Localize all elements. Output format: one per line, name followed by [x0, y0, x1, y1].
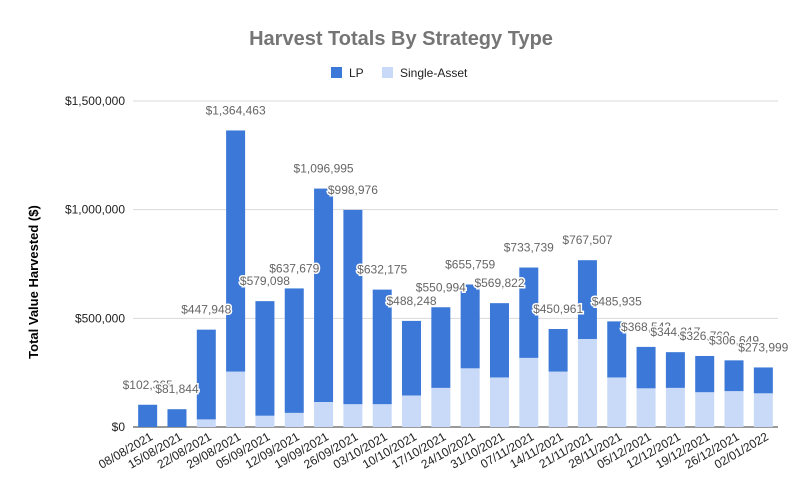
- bar-segment-single-asset: [548, 371, 568, 427]
- bar-segment-lp: [402, 320, 422, 396]
- data-label: $569,822: [474, 276, 524, 290]
- data-label: $998,976: [328, 183, 378, 197]
- y-axis-label: Total Value Harvested ($): [26, 205, 41, 359]
- bar-segment-lp: [138, 404, 158, 427]
- bar-segment-lp: [724, 360, 744, 392]
- data-label: $306,649: [709, 333, 759, 347]
- data-label: $273,999: [738, 340, 788, 354]
- bar-segment-single-asset: [489, 377, 509, 427]
- y-tick-label: $500,000: [75, 311, 125, 325]
- bar-segment-single-asset: [460, 368, 480, 427]
- bar-segment-single-asset: [577, 338, 597, 427]
- bar-segment-lp: [255, 301, 275, 416]
- y-tick-label: $1,000,000: [65, 203, 125, 217]
- bar-segment-lp: [226, 130, 246, 372]
- bar-segment-lp: [577, 260, 597, 339]
- bar-segment-lp: [431, 307, 451, 388]
- bar-segment-lp: [548, 328, 568, 372]
- bar-segment-lp: [284, 288, 304, 413]
- data-labels: $102,365$81,844 $447,948 $1,364,463 $579,09…: [121, 102, 790, 398]
- bar-segment-single-asset: [607, 377, 627, 427]
- data-label: $550,994: [416, 280, 466, 294]
- data-label: $632,175: [357, 263, 407, 277]
- bar-segment-single-asset: [314, 402, 334, 427]
- bar-segment-single-asset: [284, 412, 304, 427]
- bar-segment-lp: [607, 321, 627, 378]
- data-label: $368,543: [621, 320, 671, 334]
- data-label: $450,961: [533, 302, 583, 316]
- legend-swatch-lp: [331, 67, 342, 78]
- bar-segment-single-asset: [196, 419, 216, 427]
- legend-label-single-asset: Single-Asset: [400, 66, 468, 80]
- bar-segment-single-asset: [255, 415, 275, 427]
- chart-title: Harvest Totals By Strategy Type: [249, 28, 553, 50]
- legend-swatch-single-asset: [382, 67, 393, 78]
- y-tick-label: $0: [112, 420, 126, 434]
- bar-segment-single-asset: [695, 392, 715, 427]
- bar-segment-lp: [196, 329, 216, 420]
- legend: LP Single-Asset: [331, 66, 468, 80]
- data-label: $485,935: [592, 294, 642, 308]
- data-label: $102,365: [123, 378, 173, 392]
- y-tick-label: $1,500,000: [65, 94, 125, 108]
- bar-segment-lp: [314, 188, 334, 403]
- data-label: $733,739: [504, 241, 554, 255]
- bars: [138, 130, 773, 427]
- data-label: $579,098: [240, 274, 290, 288]
- bar-segment-lp: [665, 352, 685, 388]
- bar-segment-single-asset: [724, 391, 744, 427]
- data-label: $81,844: [155, 382, 199, 396]
- x-axis-ticks: 08/08/202115/08/202122/08/202129/08/2021…: [96, 429, 771, 471]
- data-label: $447,948: [181, 303, 231, 317]
- bar-segment-lp: [636, 346, 656, 389]
- bar-segment-lp: [372, 289, 392, 405]
- data-label: $488,248: [386, 294, 436, 308]
- bar-segment-lp: [489, 303, 509, 378]
- bar-segment-lp: [460, 284, 480, 369]
- data-label: $1,096,995: [294, 162, 354, 176]
- data-label: $326,769: [680, 329, 730, 343]
- bar-segment-single-asset: [753, 393, 773, 427]
- bar-segment-single-asset: [226, 371, 246, 427]
- bar-segment-lp: [519, 267, 539, 358]
- bar-segment-lp: [695, 355, 715, 393]
- data-label: $767,507: [562, 233, 612, 247]
- bar-segment-single-asset: [402, 395, 422, 427]
- bar-segment-single-asset: [431, 387, 451, 427]
- data-label: $1,364,463: [206, 103, 266, 117]
- bar-segment-single-asset: [665, 387, 685, 427]
- legend-label-lp: LP: [349, 66, 364, 80]
- bar-segment-single-asset: [519, 357, 539, 427]
- bar-segment-lp: [167, 409, 187, 427]
- data-label: $655,759: [445, 257, 495, 271]
- bar-segment-lp: [753, 367, 773, 394]
- y-axis-ticks: $0 $500,000 $1,000,000 $1,500,000: [65, 94, 125, 434]
- data-label: $344,317: [650, 325, 700, 339]
- bar-segment-lp: [343, 209, 363, 405]
- bar-segment-single-asset: [343, 404, 363, 427]
- bar-segment-single-asset: [372, 404, 392, 427]
- bar-segment-single-asset: [636, 388, 656, 427]
- data-label: $637,679: [269, 261, 319, 275]
